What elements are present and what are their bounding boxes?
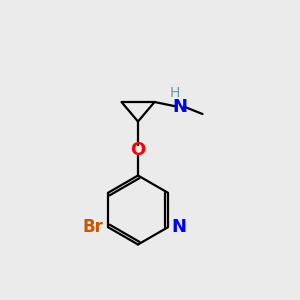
Text: O: O: [130, 141, 146, 159]
Text: Br: Br: [83, 218, 104, 236]
Text: H: H: [169, 86, 180, 100]
Text: N: N: [172, 218, 187, 236]
Text: N: N: [172, 98, 188, 116]
